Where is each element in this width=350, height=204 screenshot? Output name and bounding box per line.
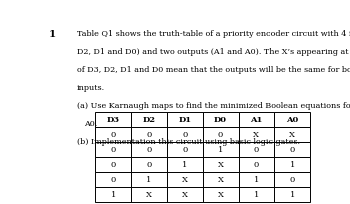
Bar bbox=[95, 127, 131, 142]
Bar bbox=[238, 157, 274, 172]
Bar bbox=[238, 112, 274, 127]
Bar bbox=[238, 172, 274, 187]
Text: 0: 0 bbox=[218, 131, 223, 139]
Bar bbox=[167, 142, 203, 157]
Bar bbox=[238, 142, 274, 157]
Text: X: X bbox=[218, 191, 224, 198]
Text: 0: 0 bbox=[254, 146, 259, 154]
Bar bbox=[238, 127, 274, 142]
Bar bbox=[167, 112, 203, 127]
Bar bbox=[203, 157, 238, 172]
Text: 0: 0 bbox=[289, 146, 295, 154]
Text: A1: A1 bbox=[250, 116, 262, 124]
Text: 0: 0 bbox=[254, 161, 259, 169]
Bar bbox=[167, 187, 203, 202]
Text: 0: 0 bbox=[146, 131, 152, 139]
Text: of D3, D2, D1 and D0 mean that the outputs will be the same for both 0 and 1: of D3, D2, D1 and D0 mean that the outpu… bbox=[77, 66, 350, 74]
Text: X: X bbox=[218, 176, 224, 184]
Bar bbox=[131, 142, 167, 157]
Bar bbox=[203, 172, 238, 187]
Bar bbox=[95, 157, 131, 172]
Text: X: X bbox=[218, 161, 224, 169]
Bar bbox=[274, 187, 310, 202]
Bar bbox=[167, 172, 203, 187]
Text: D1: D1 bbox=[178, 116, 191, 124]
Bar bbox=[131, 112, 167, 127]
Text: 1: 1 bbox=[218, 146, 223, 154]
Text: 1: 1 bbox=[289, 161, 295, 169]
Text: 1: 1 bbox=[182, 161, 188, 169]
Text: A0: A0 bbox=[286, 116, 298, 124]
Text: D0: D0 bbox=[214, 116, 227, 124]
Bar bbox=[167, 157, 203, 172]
Text: X: X bbox=[182, 191, 188, 198]
Text: 0: 0 bbox=[111, 146, 116, 154]
Bar bbox=[167, 127, 203, 142]
Text: X: X bbox=[253, 131, 259, 139]
Bar bbox=[95, 112, 131, 127]
Bar bbox=[95, 142, 131, 157]
Bar bbox=[203, 127, 238, 142]
Text: X: X bbox=[146, 191, 152, 198]
Text: A0.: A0. bbox=[84, 120, 97, 128]
Bar bbox=[131, 157, 167, 172]
Bar bbox=[274, 112, 310, 127]
Bar bbox=[95, 187, 131, 202]
Text: D3: D3 bbox=[107, 116, 120, 124]
Text: X: X bbox=[182, 176, 188, 184]
Text: (b) Implementation this circuit using basic logic gates.: (b) Implementation this circuit using ba… bbox=[77, 138, 300, 146]
Text: 0: 0 bbox=[182, 131, 188, 139]
Text: 0: 0 bbox=[289, 176, 295, 184]
Text: inputs.: inputs. bbox=[77, 84, 105, 92]
Bar bbox=[274, 127, 310, 142]
Text: 0: 0 bbox=[111, 131, 116, 139]
Text: D2, D1 and D0) and two outputs (A1 and A0). The X’s appearing at the entries: D2, D1 and D0) and two outputs (A1 and A… bbox=[77, 48, 350, 56]
Bar bbox=[203, 112, 238, 127]
Text: 0: 0 bbox=[111, 161, 116, 169]
Text: Table Q1 shows the truth-table of a priority encoder circuit with 4 inputs (D3,: Table Q1 shows the truth-table of a prio… bbox=[77, 30, 350, 38]
Bar bbox=[95, 172, 131, 187]
Text: 1: 1 bbox=[254, 191, 259, 198]
Bar bbox=[131, 172, 167, 187]
Bar bbox=[238, 187, 274, 202]
Text: 1: 1 bbox=[49, 30, 56, 39]
Text: 1: 1 bbox=[289, 191, 295, 198]
Bar bbox=[203, 187, 238, 202]
Bar bbox=[274, 172, 310, 187]
Text: 0: 0 bbox=[111, 176, 116, 184]
Bar bbox=[274, 142, 310, 157]
Text: X: X bbox=[289, 131, 295, 139]
Text: 1: 1 bbox=[254, 176, 259, 184]
Text: 0: 0 bbox=[146, 161, 152, 169]
Text: D2: D2 bbox=[142, 116, 155, 124]
Text: (a) Use Karnaugh maps to find the minimized Boolean equations for A1 and: (a) Use Karnaugh maps to find the minimi… bbox=[77, 102, 350, 110]
Text: 0: 0 bbox=[146, 146, 152, 154]
Text: 1: 1 bbox=[146, 176, 152, 184]
Text: 0: 0 bbox=[182, 146, 188, 154]
Bar bbox=[131, 187, 167, 202]
Bar bbox=[274, 157, 310, 172]
Bar bbox=[203, 142, 238, 157]
Bar bbox=[131, 127, 167, 142]
Text: 1: 1 bbox=[111, 191, 116, 198]
